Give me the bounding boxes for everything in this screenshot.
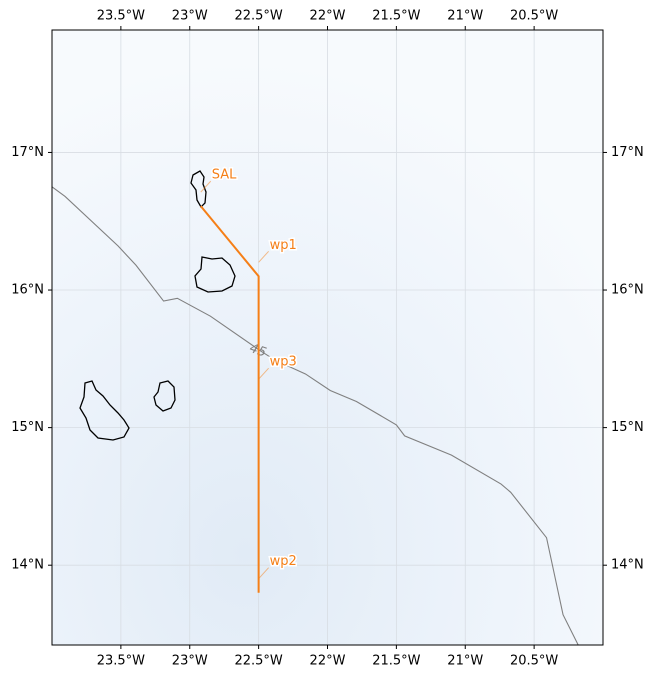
waypoint-label: wp1 [270, 238, 297, 253]
x-tick-label: 23°W [172, 654, 208, 669]
x-tick-label: 21°W [447, 9, 483, 24]
waypoint-label: wp3 [270, 355, 297, 370]
island-maio [153, 380, 176, 412]
waypoint-label: wp2 [270, 554, 297, 569]
label-leader [258, 567, 269, 580]
y-tick-label: 15°N [611, 420, 644, 435]
island-sal [190, 170, 207, 209]
label-leader [258, 367, 269, 380]
x-tick-label: 22°W [310, 654, 346, 669]
island-santiago [79, 380, 130, 441]
y-tick-label: 17°N [11, 145, 44, 160]
y-tick-label: 14°N [611, 558, 644, 573]
y-tick-label: 14°N [11, 558, 44, 573]
y-tick-label: 17°N [611, 145, 644, 160]
x-tick-label: 23°W [172, 9, 208, 24]
x-tick-label: 20.5°W [510, 654, 558, 669]
x-tick-label: 21.5°W [372, 9, 420, 24]
x-tick-label: 21.5°W [372, 654, 420, 669]
x-tick-label: 21°W [447, 654, 483, 669]
x-tick-label: 23.5°W [97, 654, 145, 669]
y-tick-label: 15°N [11, 420, 44, 435]
x-tick-label: 22°W [310, 9, 346, 24]
x-tick-label: 22.5°W [234, 654, 282, 669]
y-tick-label: 16°N [611, 283, 644, 298]
x-tick-label: 23.5°W [97, 9, 145, 24]
route-line [199, 205, 260, 593]
label-leader [200, 180, 212, 193]
y-tick-label: 16°N [11, 283, 44, 298]
x-tick-label: 20.5°W [510, 9, 558, 24]
label-leader [258, 250, 269, 263]
contour-line [52, 186, 579, 645]
island-boa-vista [194, 256, 236, 293]
x-tick-label: 22.5°W [234, 9, 282, 24]
waypoint-label: SAL [212, 168, 237, 183]
